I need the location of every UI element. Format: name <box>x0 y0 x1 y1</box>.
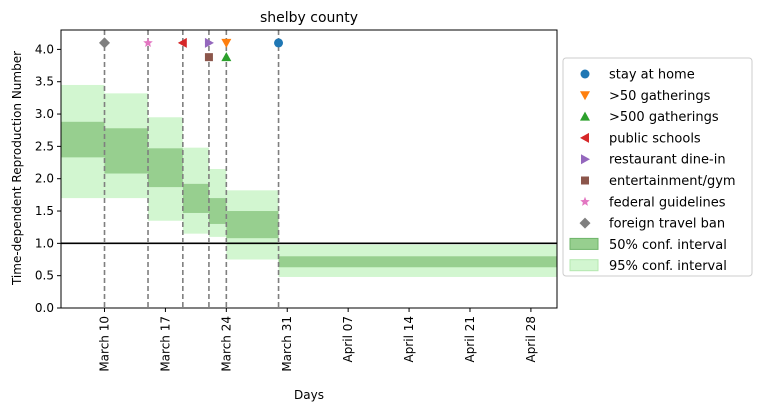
ci50-band-2 <box>104 128 149 174</box>
event-marker-stay-at-home <box>274 38 284 48</box>
ci50-band-7 <box>278 256 557 268</box>
plot-frame <box>60 29 558 309</box>
x-tick-label: March 24 <box>219 316 233 372</box>
ci50-band-1 <box>61 121 105 158</box>
x-tick-label: March 10 <box>98 316 112 372</box>
y-tick-label: 1.0 <box>35 236 54 250</box>
y-tick-label: 3.5 <box>35 75 54 89</box>
legend-item-federal-guidelines: federal guidelines <box>580 195 726 210</box>
x-tick-label: March 17 <box>158 316 172 372</box>
legend-item-50-gatherings: >50 gatherings <box>580 89 711 104</box>
ci50-band-3 <box>148 148 183 188</box>
legend-label: >50 gatherings <box>609 89 711 104</box>
y-tick-label: 0.0 <box>35 301 54 315</box>
ci50-bands <box>61 121 557 268</box>
x-tick-label: April 21 <box>463 316 477 363</box>
event-marker-public-schools <box>177 37 187 48</box>
x-tick-label: March 31 <box>280 316 294 372</box>
x-tick-label: April 28 <box>524 316 538 363</box>
legend-item-95-conf-interval: 95% conf. interval <box>569 259 727 274</box>
x-axis-label: Days <box>294 388 324 402</box>
y-tick-label: 2.0 <box>35 172 54 186</box>
legend-label: restaurant dine-in <box>609 153 726 168</box>
ci95-bands <box>61 84 557 277</box>
legend-item-stay-at-home: stay at home <box>580 68 695 83</box>
legend-marker <box>580 132 589 143</box>
legend-marker <box>580 196 590 206</box>
event-marker-foreign-travel-ban <box>99 37 111 49</box>
event-lines <box>103 30 280 308</box>
event-marker-restaurant-dine-in <box>204 37 214 48</box>
y-tick-label: 3.0 <box>35 107 54 121</box>
y-tick-label: 0.5 <box>35 269 54 283</box>
legend-marker <box>580 69 590 79</box>
legend-label: 50% conf. interval <box>609 238 727 253</box>
legend-item-public-schools: public schools <box>580 131 701 146</box>
legend-marker <box>581 154 590 165</box>
y-axis-label: Time-dependent Reproduction Number <box>10 51 24 286</box>
event-marker-federal-guidelines <box>143 37 153 47</box>
legend-swatch <box>569 237 599 250</box>
ci50-band-6 <box>226 211 279 239</box>
legend-item-restaurant-dine-in: restaurant dine-in <box>581 153 726 168</box>
legend-marker <box>580 111 590 121</box>
y-axis-ticks: 0.0 0.5 1.0 1.5 2.0 2.5 3.0 3.5 4.0 <box>35 42 61 315</box>
legend: stay at home >50 gatherings >500 gathering… <box>562 57 753 277</box>
event-marker-entertainment-gym <box>204 53 213 62</box>
event-marker-500-gatherings <box>221 52 232 62</box>
x-tick-label: April 07 <box>341 316 355 363</box>
legend-marker <box>580 91 590 101</box>
event-markers <box>99 37 284 62</box>
y-tick-label: 4.0 <box>35 42 54 56</box>
legend-item-foreign-travel-ban: foreign travel ban <box>579 217 725 232</box>
legend-item-50-conf-interval: 50% conf. interval <box>569 237 727 253</box>
legend-label: federal guidelines <box>609 195 726 210</box>
legend-label: entertainment/gym <box>609 174 736 189</box>
legend-label: public schools <box>609 131 701 146</box>
legend-item-500-gatherings: >500 gatherings <box>580 110 719 125</box>
chart-title: shelby county <box>260 10 358 26</box>
legend-label: stay at home <box>609 68 695 83</box>
y-tick-label: 2.5 <box>35 139 54 153</box>
event-marker-50-gatherings <box>221 38 232 48</box>
y-tick-label: 1.5 <box>35 204 54 218</box>
legend-label: >500 gatherings <box>609 110 719 125</box>
legend-marker <box>579 217 591 229</box>
legend-frame <box>562 57 753 277</box>
legend-swatch <box>569 259 599 272</box>
legend-label: foreign travel ban <box>609 217 725 232</box>
legend-label: 95% conf. interval <box>609 259 727 274</box>
x-tick-label: April 14 <box>402 316 416 363</box>
ci50-band-5 <box>208 198 227 224</box>
x-axis-ticks: March 10 March 17 March 24 March 31 April 07… <box>98 308 538 372</box>
legend-marker <box>581 176 589 185</box>
legend-item-entertainment-gym: entertainment/gym <box>581 174 736 189</box>
ci50-band-4 <box>182 183 209 213</box>
